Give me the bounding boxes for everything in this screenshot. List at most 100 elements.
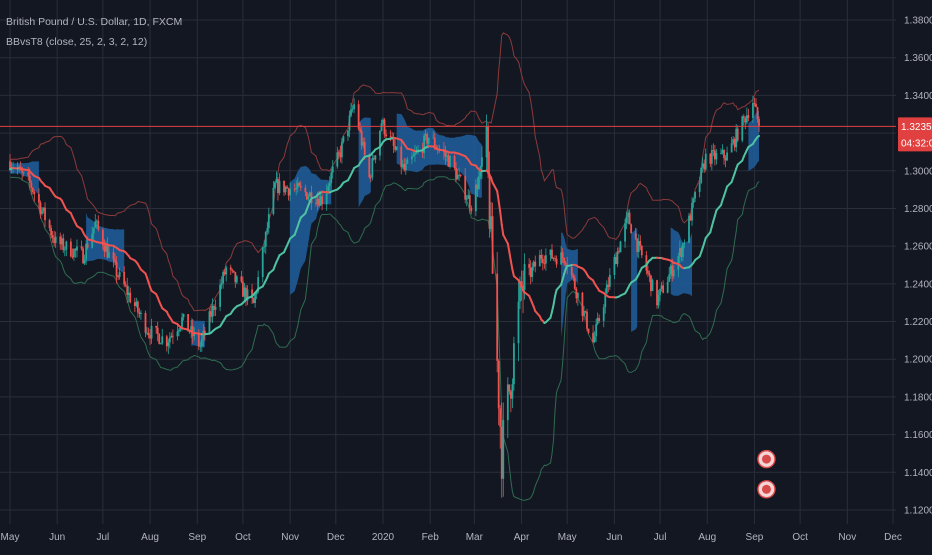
x-tick-label: Dec bbox=[884, 532, 902, 543]
y-tick-label: 1.20000 bbox=[904, 355, 932, 366]
candle-body bbox=[705, 154, 707, 170]
candle-body bbox=[716, 153, 718, 159]
candle-body bbox=[393, 139, 395, 146]
candle-body bbox=[137, 302, 139, 313]
candle-body bbox=[449, 156, 451, 167]
candle-body bbox=[752, 103, 754, 118]
y-tick-label: 1.12000 bbox=[904, 506, 932, 517]
candle-body bbox=[295, 188, 297, 189]
candle-body bbox=[571, 267, 573, 275]
indicator-title[interactable]: BBvsT8 (close, 25, 2, 3, 2, 12) bbox=[6, 32, 182, 52]
candle-body bbox=[225, 267, 227, 274]
y-tick-label: 1.34000 bbox=[904, 91, 932, 102]
candle-body bbox=[341, 142, 343, 158]
candle-body bbox=[598, 318, 600, 321]
candle-body bbox=[108, 252, 110, 258]
candle-body bbox=[215, 307, 217, 310]
candle-body bbox=[241, 276, 243, 281]
candle-body bbox=[603, 307, 605, 321]
candle-body bbox=[347, 131, 349, 137]
candle-body bbox=[641, 246, 643, 256]
candle-body bbox=[231, 270, 233, 271]
candle-body bbox=[350, 109, 352, 115]
candle-body bbox=[236, 276, 238, 282]
y-tick-label: 1.14000 bbox=[904, 468, 932, 479]
candle-body bbox=[428, 138, 430, 144]
x-tick-label: Aug bbox=[698, 532, 716, 543]
candle-body bbox=[554, 258, 556, 259]
candle-body bbox=[635, 233, 637, 238]
candle-body bbox=[454, 156, 456, 168]
x-tick-label: Nov bbox=[281, 532, 299, 543]
candle-body bbox=[148, 333, 150, 335]
price-axis[interactable]: 1.120001.140001.160001.180001.200001.220… bbox=[896, 0, 932, 550]
candle-body bbox=[52, 235, 54, 238]
candle-body bbox=[233, 271, 235, 272]
event-icon-core bbox=[762, 485, 771, 494]
price-tag-price: 1.32355 bbox=[901, 122, 932, 133]
candle-body bbox=[498, 361, 500, 409]
candle-body bbox=[551, 250, 553, 259]
candle-body bbox=[595, 324, 597, 336]
candle-body bbox=[390, 136, 392, 137]
symbol-title[interactable]: British Pound / U.S. Dollar, 1D, FXCM bbox=[6, 12, 182, 32]
candle-body bbox=[268, 214, 270, 228]
candle-body bbox=[199, 346, 201, 347]
candle-body bbox=[684, 242, 686, 243]
candle-body bbox=[65, 242, 67, 250]
candle-body bbox=[177, 331, 179, 336]
candle-body bbox=[370, 177, 372, 178]
candle-body bbox=[668, 274, 670, 282]
candle-body bbox=[204, 331, 206, 334]
candle-body bbox=[374, 156, 376, 160]
x-tick-label: Apr bbox=[514, 532, 530, 543]
candle-body bbox=[155, 326, 157, 328]
candle-body bbox=[321, 196, 323, 204]
candle-body bbox=[381, 123, 383, 131]
y-tick-label: 1.38000 bbox=[904, 16, 932, 27]
x-tick-label: Oct bbox=[235, 532, 251, 543]
candle-body bbox=[411, 156, 413, 159]
candle-body bbox=[263, 247, 265, 248]
candle-body bbox=[726, 153, 728, 161]
x-tick-label: Nov bbox=[838, 532, 856, 543]
candle-body bbox=[481, 157, 483, 167]
candle-body bbox=[639, 241, 641, 246]
candle-body bbox=[254, 294, 256, 303]
candle-body bbox=[32, 188, 34, 192]
candle-body bbox=[23, 172, 25, 173]
candle-body bbox=[737, 129, 739, 141]
y-tick-label: 1.30000 bbox=[904, 166, 932, 177]
candle-body bbox=[511, 384, 513, 398]
candle-body bbox=[44, 208, 46, 220]
candle-body bbox=[405, 164, 407, 171]
candle-body bbox=[113, 252, 115, 259]
candle-body bbox=[673, 270, 675, 277]
candle-body bbox=[304, 188, 306, 193]
y-tick-label: 1.18000 bbox=[904, 392, 932, 403]
candle-body bbox=[572, 275, 574, 277]
x-tick-label: Mar bbox=[466, 532, 484, 543]
candle-body bbox=[161, 336, 163, 343]
candle-body bbox=[116, 262, 118, 277]
candle-body bbox=[364, 142, 366, 155]
candle-body bbox=[518, 302, 520, 344]
candle-body bbox=[158, 334, 160, 344]
x-tick-label: Jul bbox=[654, 532, 667, 543]
candle-body bbox=[609, 275, 611, 287]
x-tick-label: May bbox=[1, 532, 20, 543]
dividend-event-icon[interactable] bbox=[758, 451, 775, 468]
y-tick-label: 1.26000 bbox=[904, 242, 932, 253]
candle-body bbox=[353, 104, 355, 109]
candle-body bbox=[691, 203, 693, 221]
candle-body bbox=[694, 192, 696, 198]
candle-body bbox=[659, 289, 661, 295]
split-event-icon[interactable] bbox=[758, 481, 775, 498]
candle-body bbox=[396, 147, 398, 150]
candle-body bbox=[496, 274, 498, 361]
candle-body bbox=[574, 278, 576, 289]
